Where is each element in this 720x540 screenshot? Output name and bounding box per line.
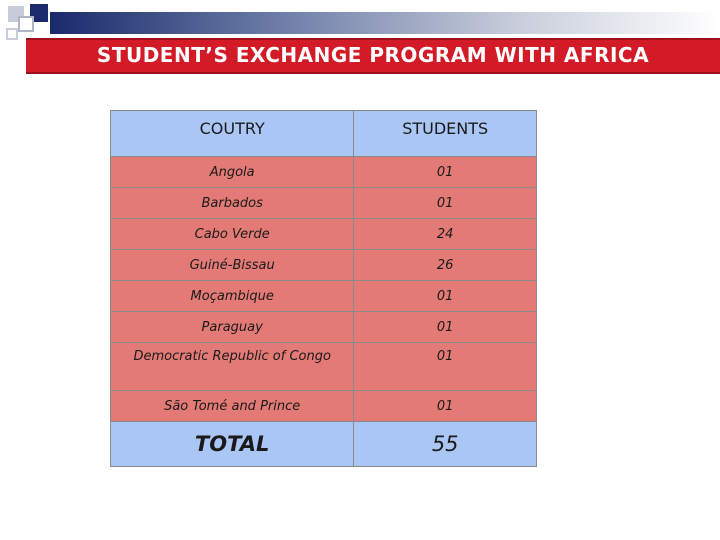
cell-country: Paraguay: [109, 311, 355, 343]
table-row: Paraguay 01: [109, 311, 537, 343]
cell-country: Barbados: [109, 187, 355, 219]
table-row: Angola 01: [109, 156, 537, 188]
cell-country: Cabo Verde: [109, 218, 355, 250]
cell-students: 01: [353, 311, 537, 343]
cell-students: 24: [353, 218, 537, 250]
table-row: Guiné-Bissau 26: [109, 249, 537, 281]
table-total-row: TOTAL 55: [109, 421, 537, 467]
header-gradient-bar: [50, 12, 720, 34]
cell-country: Democratic Republic of Congo: [109, 342, 355, 391]
table-row: Moçambique 01: [109, 280, 537, 312]
table-row: Barbados 01: [109, 187, 537, 219]
cell-country: Angola: [109, 156, 355, 188]
page-title: STUDENT’S EXCHANGE PROGRAM WITH AFRICA: [96, 43, 650, 67]
cell-students: 26: [353, 249, 537, 281]
corner-squares-decoration: [0, 0, 60, 50]
table-row: Cabo Verde 24: [109, 218, 537, 250]
cell-students: 01: [353, 390, 537, 422]
cell-country: Guiné-Bissau: [109, 249, 355, 281]
header-students: STUDENTS: [353, 110, 537, 157]
table-header-row: COUTRY STUDENTS: [109, 110, 537, 157]
table-row: Democratic Republic of Congo 01: [109, 342, 537, 391]
cell-country: São Tomé and Prince: [109, 390, 355, 422]
header-country: COUTRY: [109, 110, 355, 157]
total-label: TOTAL: [109, 421, 355, 467]
title-band: STUDENT’S EXCHANGE PROGRAM WITH AFRICA: [26, 38, 720, 72]
total-value: 55: [353, 421, 537, 467]
cell-students: 01: [353, 342, 537, 391]
table-row: São Tomé and Prince 01: [109, 390, 537, 422]
cell-students: 01: [353, 280, 537, 312]
cell-country: Moçambique: [109, 280, 355, 312]
cell-students: 01: [353, 156, 537, 188]
exchange-students-table: COUTRY STUDENTS Angola 01 Barbados 01 Ca…: [109, 110, 537, 467]
cell-students: 01: [353, 187, 537, 219]
